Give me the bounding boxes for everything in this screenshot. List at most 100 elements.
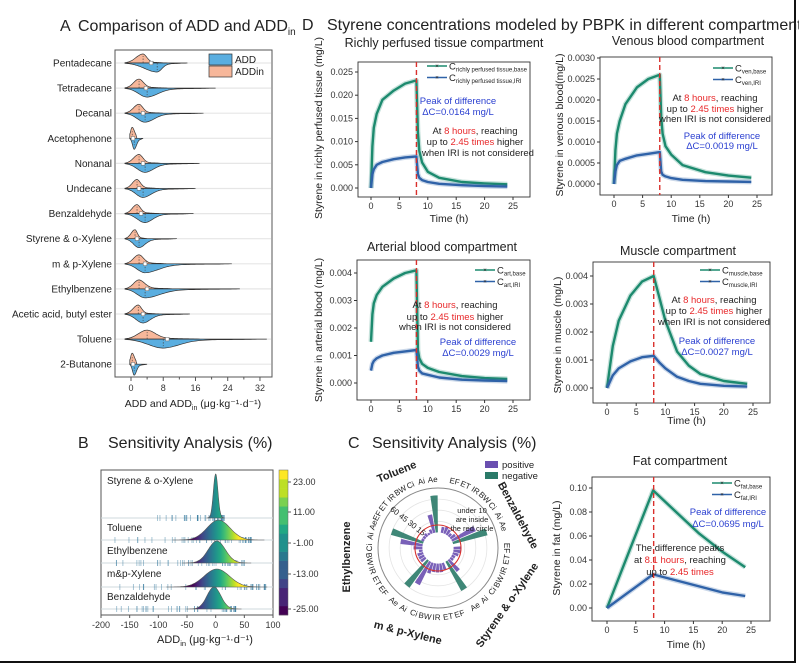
category-label: Styrene & o-Xylene <box>26 234 113 245</box>
parameter-label: ET <box>459 479 472 491</box>
annotation-line: ΔC=0.0019 mg/L <box>686 141 758 152</box>
panel-c-letter: C <box>348 435 360 452</box>
bar-positive <box>420 556 427 563</box>
y-tick-label: 0.0005 <box>567 158 595 168</box>
colorbar-band <box>279 569 288 580</box>
parameter-label: IR <box>367 565 378 576</box>
y-axis-label: Styrene in arterial blood (mg/L) <box>313 258 325 402</box>
annotation-segment: higher <box>733 306 762 317</box>
x-tick-label: 5 <box>634 407 639 417</box>
annotation-line: Peak of difference <box>440 337 516 348</box>
bar-positive <box>435 563 440 573</box>
chart-title: Fat compartment <box>633 454 728 468</box>
bar-positive <box>426 562 434 574</box>
legend-marker: × <box>483 268 487 274</box>
parameter-label: IR <box>432 613 440 622</box>
category-label: Benzaldehyde <box>49 209 113 220</box>
annotation-line: At 8 hours, reaching <box>672 93 757 104</box>
threshold-note: under 10 <box>457 506 487 515</box>
violin-addin <box>124 304 160 315</box>
y-tick-label: 0.020 <box>330 90 353 100</box>
annotation-segment: when IRI is not considered <box>658 114 771 125</box>
legend-marker: × <box>721 78 725 84</box>
annotation-segment: 8 hours <box>684 93 716 104</box>
annotation-segment: At <box>671 295 683 306</box>
plot-a-frame <box>114 49 273 378</box>
colorbar-band <box>279 587 288 598</box>
bar-positive <box>427 532 431 536</box>
mean-marker <box>145 286 150 291</box>
parameter-label: Ai <box>398 603 409 614</box>
colorbar-tick-label: 23.00 <box>293 477 316 487</box>
legend-marker: × <box>720 481 724 487</box>
x-tick-label: 20 <box>717 625 727 635</box>
y-tick-label: 0.001 <box>329 351 352 361</box>
bar-positive <box>422 535 427 540</box>
colorbar-band <box>279 605 288 616</box>
colorbar-tick-label: -1.00 <box>293 538 314 548</box>
annotation-segment: up to <box>427 137 451 148</box>
ridge-label: Benzaldehyde <box>107 592 171 603</box>
x-tick-label: 0 <box>213 620 218 630</box>
series-line-iri <box>612 150 752 185</box>
x-tick-label: 10 <box>423 201 433 211</box>
bar-positive <box>417 551 424 557</box>
y-tick-label: 0.004 <box>565 271 588 281</box>
parameter-label: Ai <box>417 476 426 487</box>
mean-marker <box>143 86 148 91</box>
x-axis-label-unit: (μg·kg⁻¹·d⁻¹) <box>197 398 261 410</box>
x-tick-label: -50 <box>180 620 193 630</box>
y-tick-label: 0.0010 <box>567 137 595 147</box>
legend-marker: × <box>721 66 725 72</box>
category-label: Tetradecane <box>57 84 112 95</box>
chart-title: Venous blood compartment <box>612 34 765 48</box>
y-axis-label: Styrene in fat (mg/L) <box>551 500 563 595</box>
annotation-segment: At <box>672 93 684 104</box>
panel-d-line-charts: Richly perfused tissue compartment 0 5 10 15… <box>313 34 773 651</box>
violin-addin <box>124 78 168 89</box>
annotation-segment: 8 hours <box>683 295 715 306</box>
category-label: 2-Butanone <box>60 360 112 371</box>
x-axis-label: Time (h) <box>672 213 711 225</box>
bar-positive <box>418 554 425 560</box>
y-tick-label: 0.003 <box>329 296 352 306</box>
annotation-segment: 8.1 hours <box>645 555 685 566</box>
violin-add <box>129 137 144 150</box>
x-tick-label: 16 <box>190 383 200 393</box>
colorbar-band <box>279 551 288 561</box>
annotation-segment: At <box>432 126 444 137</box>
category-label: Pentadecane <box>53 59 112 70</box>
x-tick-label: 20 <box>723 199 733 209</box>
colorbar-band <box>279 479 288 489</box>
parameter-label: BW <box>418 611 433 622</box>
bar-positive <box>428 529 433 535</box>
parameter-label: Ae <box>428 475 439 485</box>
annotation-segment: 8 hours <box>424 300 456 311</box>
x-tick-label: 0 <box>368 404 373 414</box>
colorbar-band <box>279 497 288 507</box>
x-tick-label: 25 <box>752 199 762 209</box>
colorbar-tick-label: -13.00 <box>293 569 319 579</box>
x-tick-label: 32 <box>255 383 265 393</box>
legend-label-positive: positive <box>502 460 534 471</box>
category-label: Ethylbenzene <box>51 284 112 295</box>
ridge-label: Styrene & o-Xylene <box>107 476 194 487</box>
x-tick-label: 5 <box>633 625 638 635</box>
legend-swatch-addin <box>208 65 233 78</box>
x-tick-label: 15 <box>688 625 698 635</box>
ridge-density <box>182 540 252 564</box>
x-tick-label: 5 <box>397 404 402 414</box>
y-tick-label: 0.010 <box>330 137 353 147</box>
annotation-line: ΔC=0.0027 mg/L <box>681 347 753 358</box>
annotation-segment: The difference peaks <box>636 543 725 554</box>
x-tick-label: 25 <box>746 625 756 635</box>
x-tick-label: 15 <box>451 201 461 211</box>
x-tick-label: 20 <box>480 201 490 211</box>
ridge-density <box>206 473 225 519</box>
panel-c-title: Sensitivity Analysis (%) <box>372 435 537 452</box>
annotation-segment: Peak of difference <box>684 131 760 142</box>
annotation-segment: 2.45 times <box>670 567 714 578</box>
annotation-line: At 8 hours, reaching <box>671 295 756 306</box>
violin-add <box>124 263 232 274</box>
y-tick-label: 0.02 <box>569 579 587 589</box>
